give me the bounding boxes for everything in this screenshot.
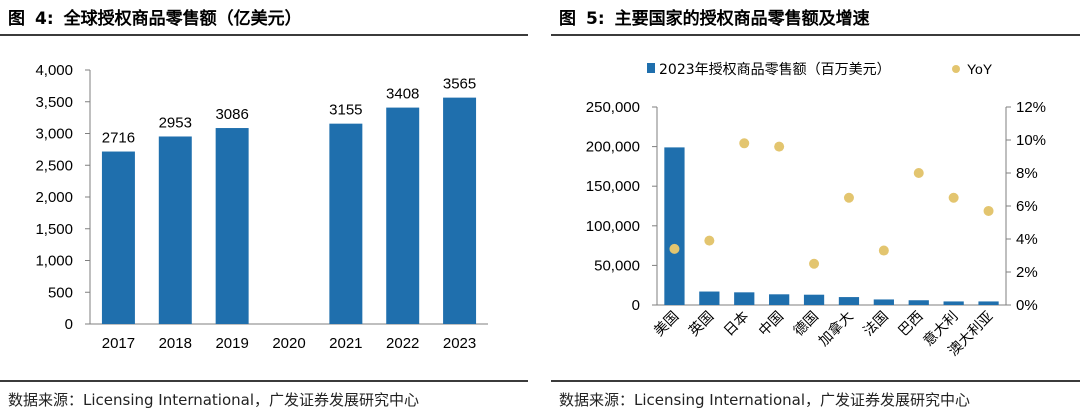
y2-tick-label: 0%: [1016, 297, 1038, 314]
bar: [734, 292, 755, 305]
bar: [329, 123, 363, 324]
y-tick-label: 3,000: [35, 126, 73, 143]
x-tick-label: 2023: [443, 335, 476, 352]
x-tick-label: 2022: [386, 335, 419, 352]
legend-bar-swatch: [647, 63, 655, 73]
figure-5-bottom-rule: [551, 380, 1080, 382]
x-tick-label: 巴西: [895, 309, 926, 340]
x-tick-label: 法国: [861, 309, 892, 340]
figure-4-title: 图 4: 全球授权商品零售额（亿美元）: [8, 4, 302, 29]
bar: [158, 136, 192, 324]
bar: [664, 147, 685, 305]
yoy-point: [948, 192, 959, 203]
bar: [101, 151, 135, 324]
yoy-point: [669, 243, 680, 254]
bar: [443, 97, 477, 324]
figure-4-bottom-rule: [0, 380, 528, 382]
bar: [873, 299, 894, 305]
figure-4-number: 4:: [35, 9, 54, 29]
y2-tick-label: 6%: [1016, 198, 1038, 215]
x-tick-label: 加拿大: [815, 308, 857, 350]
y-tick-label: 2,500: [35, 157, 73, 174]
yoy-point: [809, 258, 820, 269]
bar: [699, 291, 720, 305]
figure-5-chart: 2023年授权商品零售额（百万美元） YoY 0 50,000 100,000 150,0…: [586, 61, 1046, 359]
y-tick-label: 500: [48, 284, 73, 301]
figure-5-top-rule: [551, 34, 1080, 36]
y2-tick-label: 12%: [1016, 99, 1046, 116]
x-tick-label: 美国: [651, 309, 682, 340]
bar: [838, 297, 860, 305]
yoy-point: [983, 205, 994, 216]
figure-5-source: 数据来源：Licensing International，广发证券发展研究中心: [559, 391, 971, 409]
y-tick-label: 50,000: [594, 257, 640, 274]
y2-tick-label: 8%: [1016, 165, 1038, 182]
yoy-point: [878, 245, 889, 256]
figure-4-panel: 图 4: 全球授权商品零售额（亿美元） 0 500 1,000 1,500 2,000 2,5…: [0, 0, 528, 419]
y-tick-label: 3,500: [35, 94, 73, 111]
y2-tick-label: 10%: [1016, 132, 1046, 149]
y-tick-label: 2,000: [35, 189, 73, 206]
y-tick-label: 0: [632, 297, 640, 314]
y-tick-label: 100,000: [586, 218, 640, 235]
figure-4-source: 数据来源：Licensing International，广发证券发展研究中心: [8, 391, 420, 409]
y-tick-label: 0: [65, 316, 73, 333]
legend-yoy-swatch: [952, 65, 960, 73]
bar-data-label: 2716: [102, 130, 135, 147]
y2-tick-label: 4%: [1016, 231, 1038, 248]
bar-data-label: 3086: [215, 106, 248, 123]
figure-4-title-text: 全球授权商品零售额（亿美元）: [63, 9, 302, 29]
x-tick-label: 德国: [791, 309, 822, 340]
bar: [803, 294, 825, 305]
y-tick-label: 250,000: [586, 99, 640, 116]
x-tick-label: 2020: [272, 335, 305, 352]
y-tick-label: 4,000: [35, 62, 73, 79]
yoy-point: [774, 141, 785, 152]
figure-5-title: 图 5: 主要国家的授权商品零售额及增速: [559, 4, 870, 29]
x-tick-label: 英国: [685, 308, 717, 340]
yoy-point: [913, 168, 924, 178]
bar-data-label: 3155: [329, 102, 362, 119]
legend-bar-label: 2023年授权商品零售额（百万美元）: [659, 62, 891, 78]
x-tick-label: 中国: [756, 309, 787, 340]
y-tick-label: 1,000: [35, 253, 73, 270]
yoy-point: [843, 192, 854, 203]
figure-4-top-rule: [0, 34, 528, 36]
y-tick-label: 1,500: [35, 221, 73, 238]
bar-data-label: 3565: [443, 76, 476, 93]
figure-5-label: 图: [559, 9, 576, 29]
legend-yoy-label: YoY: [967, 61, 993, 77]
bar: [943, 301, 964, 305]
figure-4-chart: 0 500 1,000 1,500 2,000 2,500 3,000 3,500 4,000 2…: [35, 62, 488, 352]
y-tick-label: 150,000: [586, 178, 640, 195]
x-tick-label: 2017: [102, 335, 135, 352]
x-tick-label: 2021: [329, 335, 362, 352]
bar: [386, 107, 420, 324]
figure-5-panel: 图 5: 主要国家的授权商品零售额及增速 2023年授权商品零售额（百万美元） YoY…: [551, 0, 1080, 419]
y2-tick-label: 2%: [1016, 264, 1038, 281]
bar: [908, 300, 929, 305]
bar-data-label: 3408: [386, 86, 419, 103]
figure-4-label: 图: [8, 9, 25, 29]
bar: [215, 128, 249, 324]
yoy-point: [704, 235, 715, 246]
y-tick-label: 200,000: [586, 139, 640, 156]
bar: [978, 301, 999, 305]
bar: [769, 294, 790, 305]
figure-5-number: 5:: [586, 9, 605, 29]
x-tick-label: 2018: [159, 335, 192, 352]
yoy-point: [739, 138, 750, 149]
x-tick-label: 2019: [215, 335, 248, 352]
x-tick-label: 日本: [721, 309, 752, 340]
figure-5-title-text: 主要国家的授权商品零售额及增速: [614, 9, 870, 29]
bar-data-label: 2953: [159, 114, 192, 131]
